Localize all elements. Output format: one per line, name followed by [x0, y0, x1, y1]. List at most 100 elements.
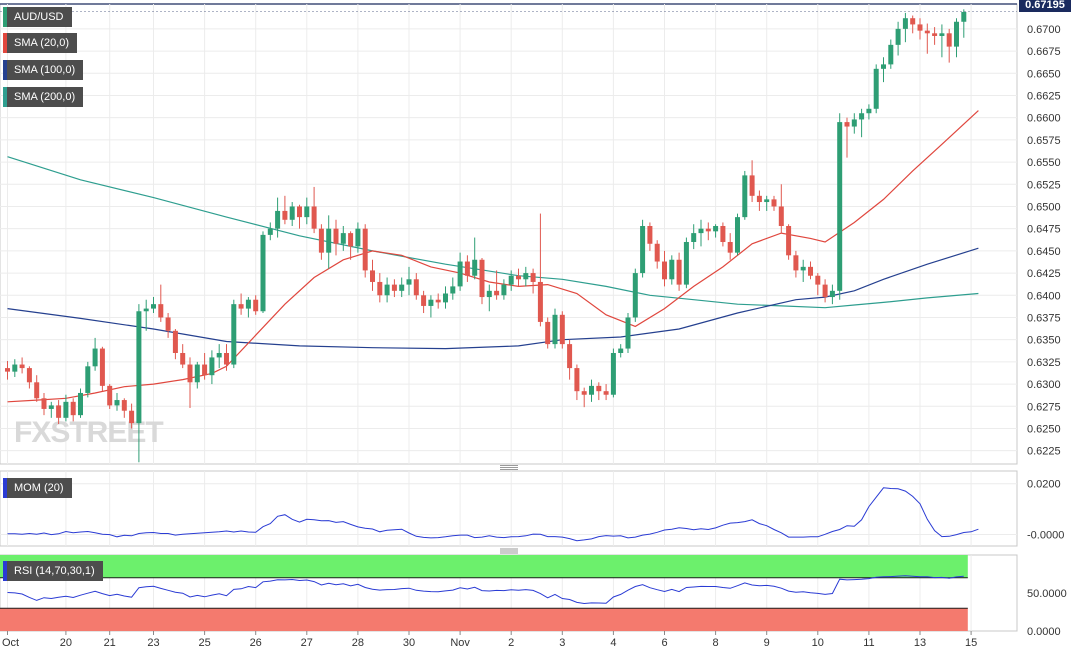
candle-up — [523, 273, 529, 280]
legend-rsi[interactable]: RSI (14,70,30,1) — [3, 561, 103, 581]
candle-down — [202, 364, 208, 376]
rsi-tick-label: 50.0000 — [1027, 588, 1067, 600]
candle-down — [107, 385, 113, 406]
candle-down — [26, 368, 32, 383]
legend-symbol-label: AUD/USD — [14, 11, 64, 23]
candle-up — [501, 284, 507, 296]
candle-down — [370, 270, 375, 282]
candle-down — [924, 30, 930, 34]
candle-up — [12, 364, 18, 372]
candle-down — [348, 233, 354, 247]
candle-up — [143, 308, 149, 312]
candle-up — [508, 275, 514, 285]
candle-down — [180, 352, 186, 365]
candle-down — [946, 33, 952, 47]
candle-down — [581, 391, 587, 395]
candle-up — [954, 21, 959, 47]
candle-up — [902, 18, 908, 29]
candle-down — [435, 299, 441, 303]
candle-down — [727, 241, 733, 253]
candle-up — [326, 228, 332, 253]
candle-down — [786, 226, 792, 256]
mom-tick-label: -0.0000 — [1027, 530, 1064, 542]
mom-tick-label: 0.0200 — [1027, 479, 1061, 491]
candle-up — [866, 108, 872, 114]
legend-sma20[interactable]: SMA (20,0) — [3, 33, 78, 53]
candle-down — [545, 321, 551, 345]
price-tick-label: 0.6350 — [1027, 335, 1061, 347]
legend-rsi-swatch — [3, 561, 7, 581]
candle-up — [742, 175, 748, 218]
candle-down — [654, 243, 660, 262]
x-axis-label: 26 — [250, 637, 262, 649]
candle-up — [618, 348, 624, 353]
candle-down — [421, 295, 427, 306]
candle-down — [99, 348, 105, 386]
candle-down — [530, 273, 536, 282]
candle-down — [494, 290, 500, 296]
price-tick-label: 0.6525 — [1027, 179, 1061, 191]
candle-up — [735, 217, 740, 253]
candle-up — [289, 206, 295, 220]
candle-down — [333, 228, 339, 244]
price-tick-label: 0.6550 — [1027, 157, 1061, 169]
x-axis-label: Nov — [450, 637, 470, 649]
candle-up — [399, 284, 405, 291]
candle-down — [676, 259, 682, 285]
candle-down — [720, 226, 726, 242]
legend-mom[interactable]: MOM (20) — [3, 478, 72, 498]
candle-up — [48, 405, 54, 409]
candle-up — [443, 293, 448, 303]
candle-down — [574, 368, 580, 392]
candle-up — [450, 286, 456, 294]
legend-symbol[interactable]: AUD/USD — [3, 7, 72, 27]
candle-up — [114, 400, 120, 406]
price-tick-label: 0.6650 — [1027, 68, 1061, 80]
x-axis-label: 3 — [559, 637, 565, 649]
candle-up — [457, 261, 463, 287]
candle-up — [209, 357, 215, 376]
candle-down — [391, 284, 397, 291]
candle-up — [136, 311, 142, 424]
legend-sma100-label: SMA (100,0) — [14, 64, 76, 76]
legend-sma200[interactable]: SMA (200,0) — [3, 87, 84, 107]
x-axis-label: 11 — [863, 637, 874, 649]
price-tick-label: 0.6600 — [1027, 113, 1061, 125]
x-axis-label: 6 — [661, 637, 667, 649]
candle-up — [640, 226, 646, 274]
price-tick-label: 0.6400 — [1027, 290, 1061, 302]
x-axis-label: 23 — [147, 637, 159, 649]
price-tick-label: 0.6475 — [1027, 224, 1061, 236]
candle-up — [829, 290, 835, 298]
candle-down — [253, 299, 259, 312]
candle-up — [895, 28, 901, 45]
candle-down — [318, 228, 324, 253]
candle-up — [764, 199, 770, 203]
candle-down — [932, 33, 938, 36]
candle-up — [625, 317, 631, 349]
candle-up — [486, 290, 492, 298]
candle-up — [881, 64, 886, 69]
legend-sma20-label: SMA (20,0) — [14, 37, 70, 49]
candle-down — [705, 228, 711, 232]
price-tick-label: 0.6675 — [1027, 46, 1061, 58]
candle-down — [756, 195, 762, 203]
x-axis-label: 10 — [812, 637, 824, 649]
candle-down — [844, 122, 850, 127]
candle-up — [713, 226, 719, 232]
price-tick-label: 0.6375 — [1027, 312, 1061, 324]
candle-down — [172, 330, 178, 353]
price-panel — [0, 3, 1018, 465]
candle-down — [282, 210, 288, 220]
x-axis-label: 2 — [508, 637, 514, 649]
price-tick-label: 0.6500 — [1027, 201, 1061, 213]
candle-down — [910, 18, 916, 25]
candle-up — [231, 304, 237, 365]
candle-up — [384, 284, 390, 296]
candle-up — [151, 304, 156, 309]
candle-down — [771, 199, 777, 207]
candle-down — [224, 352, 229, 365]
candle-up — [245, 299, 251, 309]
legend-sma100[interactable]: SMA (100,0) — [3, 60, 84, 80]
price-tick-label: 0.6425 — [1027, 268, 1061, 280]
